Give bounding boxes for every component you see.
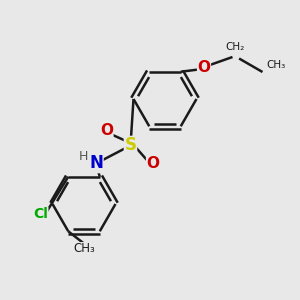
Text: O: O bbox=[197, 60, 211, 75]
Text: H: H bbox=[79, 150, 88, 164]
Text: S: S bbox=[124, 136, 136, 154]
Text: CH₂: CH₂ bbox=[226, 43, 245, 52]
Text: CH₃: CH₃ bbox=[266, 60, 285, 70]
Text: N: N bbox=[89, 154, 103, 172]
Text: O: O bbox=[146, 156, 160, 171]
Text: Cl: Cl bbox=[33, 208, 48, 221]
Text: CH₃: CH₃ bbox=[73, 242, 95, 256]
Text: O: O bbox=[100, 123, 113, 138]
